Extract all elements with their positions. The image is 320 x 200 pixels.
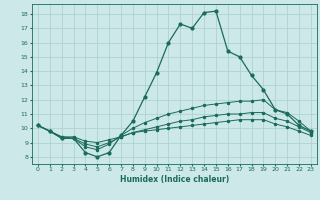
- X-axis label: Humidex (Indice chaleur): Humidex (Indice chaleur): [120, 175, 229, 184]
